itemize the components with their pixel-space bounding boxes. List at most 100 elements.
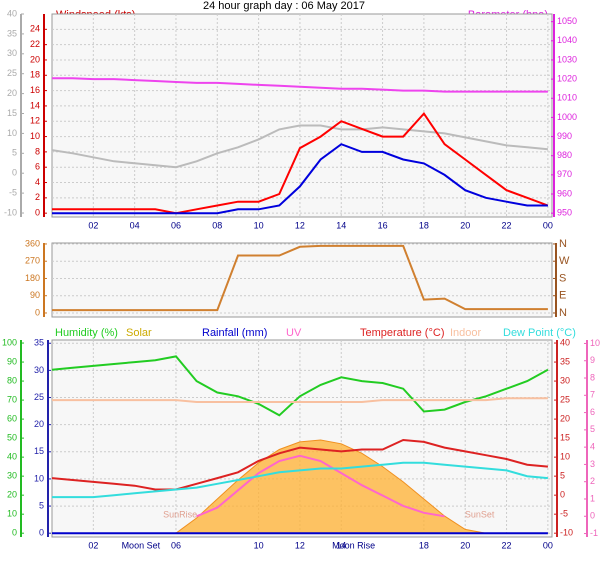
y-tick-label: 980 <box>557 150 572 160</box>
annotation: Moon Set <box>122 540 161 550</box>
legend-label: Rainfall (mm) <box>202 327 267 339</box>
y-tick-label: 0 <box>560 490 565 500</box>
x-tick-label: 04 <box>130 220 140 230</box>
y-tick-label: 10 <box>590 338 600 348</box>
y-tick-label: 20 <box>7 490 17 500</box>
y-tick-label: 960 <box>557 188 572 198</box>
y-tick-label: 360 <box>25 238 40 248</box>
x-tick-label: 18 <box>419 220 429 230</box>
y-tick-label: 60 <box>7 413 17 423</box>
y-tick-label: 1000 <box>557 112 577 122</box>
legend-label: Dew Point (°C) <box>503 327 576 339</box>
y-tick-label: 0 <box>12 528 17 538</box>
series-line <box>52 397 548 403</box>
series-line <box>51 355 549 417</box>
y-tick-label: 24 <box>30 24 40 34</box>
y-tick-label: 70 <box>7 394 17 404</box>
legend-label: Indoor <box>450 327 482 339</box>
y-tick-label: 35 <box>560 356 570 366</box>
y-tick-label: 40 <box>7 8 17 18</box>
y-tick-label: -5 <box>9 187 17 197</box>
y-tick-label: 8 <box>590 372 595 382</box>
y-tick-label: 950 <box>557 208 572 218</box>
y-tick-label: 10 <box>7 128 17 138</box>
x-tick-label: 18 <box>419 540 429 550</box>
y-tick-label: E <box>559 290 566 302</box>
series-line <box>52 143 548 215</box>
x-tick-label: 02 <box>88 540 98 550</box>
y-tick-label: 270 <box>25 256 40 266</box>
annotation: SunRise <box>163 509 197 519</box>
y-tick-label: 30 <box>560 375 570 385</box>
x-tick-label: 10 <box>254 220 264 230</box>
y-tick-label: 90 <box>30 290 40 300</box>
y-tick-label: 30 <box>7 48 17 58</box>
y-tick-label: 20 <box>7 88 17 98</box>
series-line <box>52 461 548 499</box>
y-tick-label: 4 <box>35 177 40 187</box>
y-tick-label: 180 <box>25 273 40 283</box>
y-tick-label: S <box>559 272 566 284</box>
y-tick-label: 20 <box>34 419 44 429</box>
y-tick-label: 0 <box>39 528 44 538</box>
y-tick-label: 40 <box>7 452 17 462</box>
y-tick-label: 1050 <box>557 16 577 26</box>
y-tick-label: 10 <box>560 452 570 462</box>
y-tick-label: 0 <box>12 168 17 178</box>
y-tick-label: 6 <box>590 407 595 417</box>
y-tick-label: 5 <box>39 500 44 510</box>
series-line <box>51 438 548 491</box>
y-tick-label: 22 <box>30 39 40 49</box>
annotation: SunSet <box>465 509 495 519</box>
y-tick-label: 80 <box>7 375 17 385</box>
y-tick-label: 990 <box>557 131 572 141</box>
legend-label: Solar <box>126 327 152 339</box>
y-tick-label: 25 <box>7 68 17 78</box>
y-tick-label: 20 <box>30 54 40 64</box>
y-tick-label: 10 <box>30 131 40 141</box>
series-line <box>52 77 548 93</box>
y-tick-label: 2 <box>35 192 40 202</box>
y-tick-label: 10 <box>34 473 44 483</box>
y-tick-label: 1040 <box>557 35 577 45</box>
x-tick-label: 06 <box>171 540 181 550</box>
x-tick-label: 20 <box>460 540 470 550</box>
y-tick-label: 10 <box>7 509 17 519</box>
y-tick-label: 14 <box>30 100 40 110</box>
y-tick-label: 8 <box>35 146 40 156</box>
y-tick-label: W <box>559 255 570 267</box>
x-tick-label: 14 <box>336 540 346 550</box>
y-tick-label: 0 <box>590 511 595 521</box>
x-tick-label: 02 <box>88 220 98 230</box>
y-tick-label: 1030 <box>557 54 577 64</box>
x-tick-label: 20 <box>460 220 470 230</box>
x-tick-label: 10 <box>254 540 264 550</box>
y-tick-label: 30 <box>34 365 44 375</box>
y-tick-label: 9 <box>590 355 595 365</box>
y-tick-label: 0 <box>35 307 40 317</box>
y-tick-label: 25 <box>34 392 44 402</box>
y-tick-label: N <box>559 238 567 250</box>
series-line <box>52 244 548 312</box>
chart-title: 24 hour graph day : 06 May 2017 <box>203 0 365 12</box>
x-tick-label: 00 <box>543 540 553 550</box>
y-tick-label: 16 <box>30 85 40 95</box>
y-tick-label: 1010 <box>557 93 577 103</box>
y-tick-label: 4 <box>590 442 595 452</box>
y-tick-label: 40 <box>560 337 570 347</box>
y-tick-label: 15 <box>7 108 17 118</box>
y-tick-label: 970 <box>557 169 572 179</box>
y-tick-label: 15 <box>560 432 570 442</box>
y-tick-label: 35 <box>34 338 44 348</box>
y-tick-label: 12 <box>30 116 40 126</box>
series-line <box>52 111 549 215</box>
y-tick-label: -1 <box>590 528 598 538</box>
plot-area <box>51 242 553 318</box>
y-tick-label: -10 <box>560 528 573 538</box>
y-tick-label: 5 <box>12 148 17 158</box>
legend-label: Temperature (°C) <box>360 327 444 339</box>
y-tick-label: 25 <box>560 394 570 404</box>
x-tick-label: 16 <box>378 220 388 230</box>
y-tick-label: 90 <box>7 356 17 366</box>
